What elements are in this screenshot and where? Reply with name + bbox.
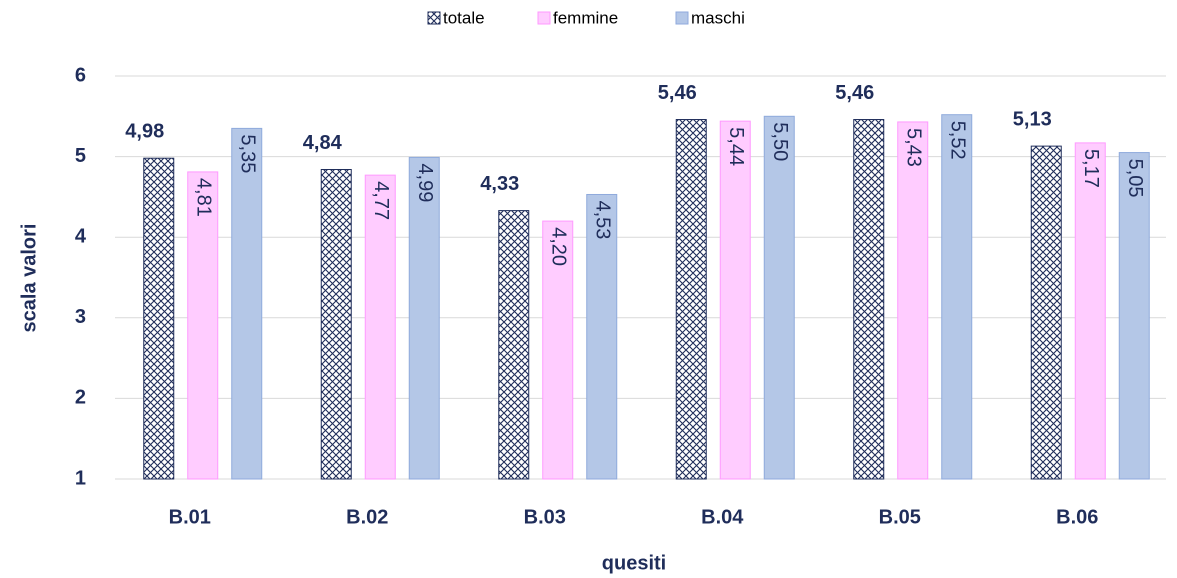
data-label: 4,77 [370, 181, 392, 220]
legend-label: femmine [553, 8, 618, 27]
bar [364, 174, 396, 480]
bar [231, 127, 263, 480]
bar [408, 156, 440, 480]
bar [897, 121, 929, 480]
bar [586, 193, 618, 480]
data-label: 5,35 [236, 134, 258, 173]
data-label: 4,84 [303, 132, 343, 154]
data-label: 5,44 [725, 127, 747, 166]
legend-swatch [537, 11, 551, 25]
legend-swatch [675, 11, 689, 25]
bar [1118, 152, 1150, 480]
bar [763, 115, 795, 480]
data-label: 5,50 [769, 122, 791, 161]
data-label: 4,20 [547, 227, 569, 266]
bar [1030, 145, 1062, 480]
bar [941, 114, 973, 480]
bar [853, 119, 885, 480]
bar [498, 210, 530, 480]
x-tick-label: B.02 [346, 506, 388, 528]
data-label: 5,46 [835, 82, 874, 104]
data-label: 4,81 [192, 178, 214, 217]
y-tick-label: 5 [75, 145, 86, 167]
data-label: 5,46 [658, 82, 697, 104]
legend-label: maschi [691, 8, 745, 27]
y-tick-label: 1 [75, 467, 86, 489]
x-tick-label: B.01 [169, 506, 211, 528]
data-label: 5,05 [1124, 159, 1146, 198]
legend-label: totale [443, 8, 485, 27]
data-label: 5,52 [946, 121, 968, 160]
bar [719, 120, 751, 480]
bar [320, 168, 352, 480]
bar [542, 220, 574, 480]
bar [187, 171, 219, 480]
y-axis-title: scala valori [18, 224, 40, 333]
x-axis-title: quesiti [602, 552, 666, 574]
data-label: 4,98 [125, 120, 164, 142]
x-tick-label: B.03 [524, 506, 566, 528]
y-tick-label: 3 [75, 306, 86, 328]
y-tick-label: 2 [75, 387, 86, 409]
data-label: 5,13 [1013, 108, 1052, 130]
bar [675, 119, 707, 480]
x-tick-label: B.05 [879, 506, 921, 528]
x-tick-label: B.06 [1056, 506, 1098, 528]
data-label: 4,53 [591, 200, 613, 239]
data-label: 5,43 [902, 128, 924, 167]
bar [143, 157, 175, 480]
data-label: 4,33 [480, 173, 519, 195]
bar [1074, 142, 1106, 480]
legend-swatch [427, 11, 441, 25]
y-tick-label: 6 [75, 64, 86, 86]
data-label: 5,17 [1080, 149, 1102, 188]
data-label: 4,99 [414, 163, 436, 202]
x-tick-label: B.04 [701, 506, 744, 528]
y-tick-label: 4 [75, 225, 87, 247]
